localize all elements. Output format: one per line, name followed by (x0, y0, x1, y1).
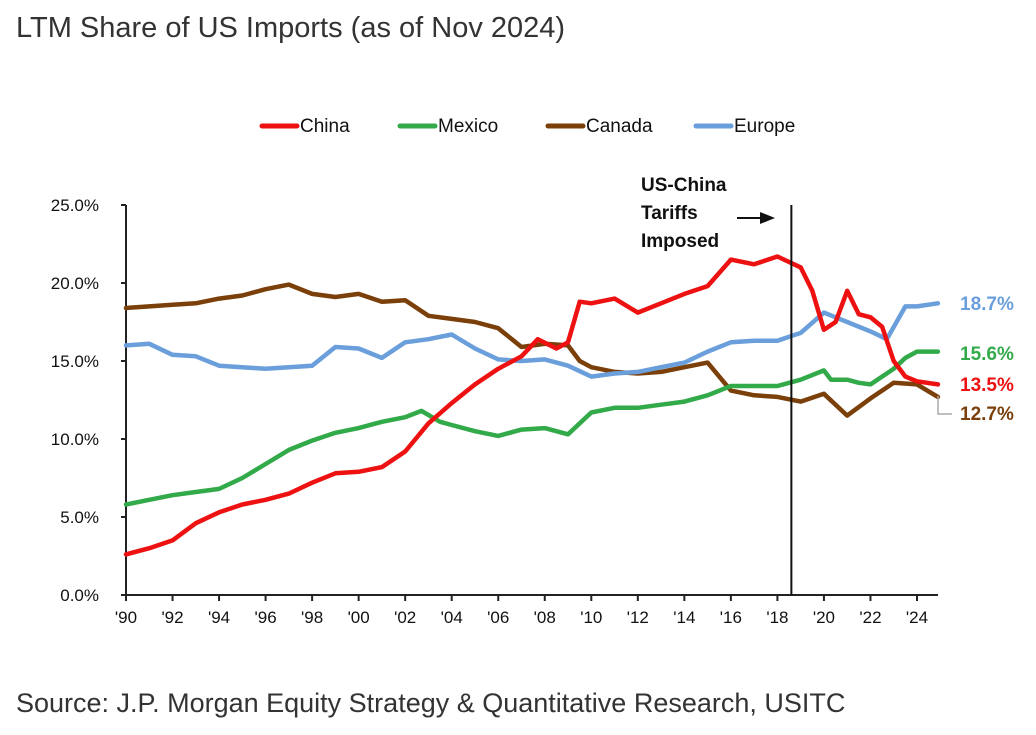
arrow-head-icon (760, 212, 775, 224)
x-tick-label: '14 (673, 608, 695, 627)
x-tick-label: '24 (906, 608, 928, 627)
legend: China Mexico Canada Europe (259, 116, 795, 137)
annotation-text: Tariffs (641, 203, 698, 224)
x-tick-label: '20 (813, 608, 835, 627)
page-title: LTM Share of US Imports (as of Nov 2024) (16, 12, 566, 44)
legend-label-europe: Europe (734, 116, 795, 137)
end-label-china: 13.5% (960, 375, 1014, 396)
end-label-europe: 18.7% (960, 294, 1014, 315)
series-line-china (123, 254, 941, 557)
annotation-text: US-China (641, 175, 727, 196)
series-line-europe (123, 301, 941, 379)
x-tick-label: '08 (534, 608, 556, 627)
axes: 0.0% 5.0% 10.0% 15.0% 20.0% 25.0% '90 '92 '94 '96… (51, 196, 938, 627)
legend-label-canada: Canada (586, 116, 653, 137)
y-tick-label: 10.0% (51, 430, 99, 449)
canada-leader-line (937, 396, 952, 415)
x-tick-label: '90 (115, 608, 137, 627)
source-note: Source: J.P. Morgan Equity Strategy & Qu… (16, 688, 846, 718)
annotation-text: Imposed (641, 231, 719, 252)
x-tick-label: '98 (301, 608, 323, 627)
tariff-annotation: US-China Tariffs Imposed (641, 175, 793, 595)
end-label-canada: 12.7% (960, 404, 1014, 425)
x-tick-label: '22 (859, 608, 881, 627)
x-tick-label: '96 (255, 608, 277, 627)
y-tick-label: 0.0% (60, 586, 99, 605)
y-tick-label: 5.0% (60, 508, 99, 527)
x-tick-label: '18 (766, 608, 788, 627)
x-tick-label: '12 (627, 608, 649, 627)
y-tick-label: 20.0% (51, 274, 99, 293)
end-label-mexico: 15.6% (960, 344, 1014, 365)
x-tick-label: '10 (580, 608, 602, 627)
legend-label-china: China (300, 116, 350, 137)
y-tick-label: 25.0% (51, 196, 99, 215)
series-lines (123, 254, 941, 557)
x-tick-label: '06 (487, 608, 509, 627)
x-tick-label: '92 (161, 608, 183, 627)
x-tick-label: '00 (348, 608, 370, 627)
x-tick-label: '04 (441, 608, 463, 627)
series-line-mexico (123, 349, 941, 507)
legend-label-mexico: Mexico (438, 116, 498, 137)
x-tick-label: '94 (208, 608, 230, 627)
y-tick-label: 15.0% (51, 352, 99, 371)
x-tick-label: '16 (720, 608, 742, 627)
end-labels: 13.5% 15.6% 12.7% 18.7% (937, 294, 1014, 425)
x-tick-label: '02 (394, 608, 416, 627)
line-chart: China Mexico Canada Europe 0.0% 5.0% 10.0% 15.… (51, 116, 1014, 627)
